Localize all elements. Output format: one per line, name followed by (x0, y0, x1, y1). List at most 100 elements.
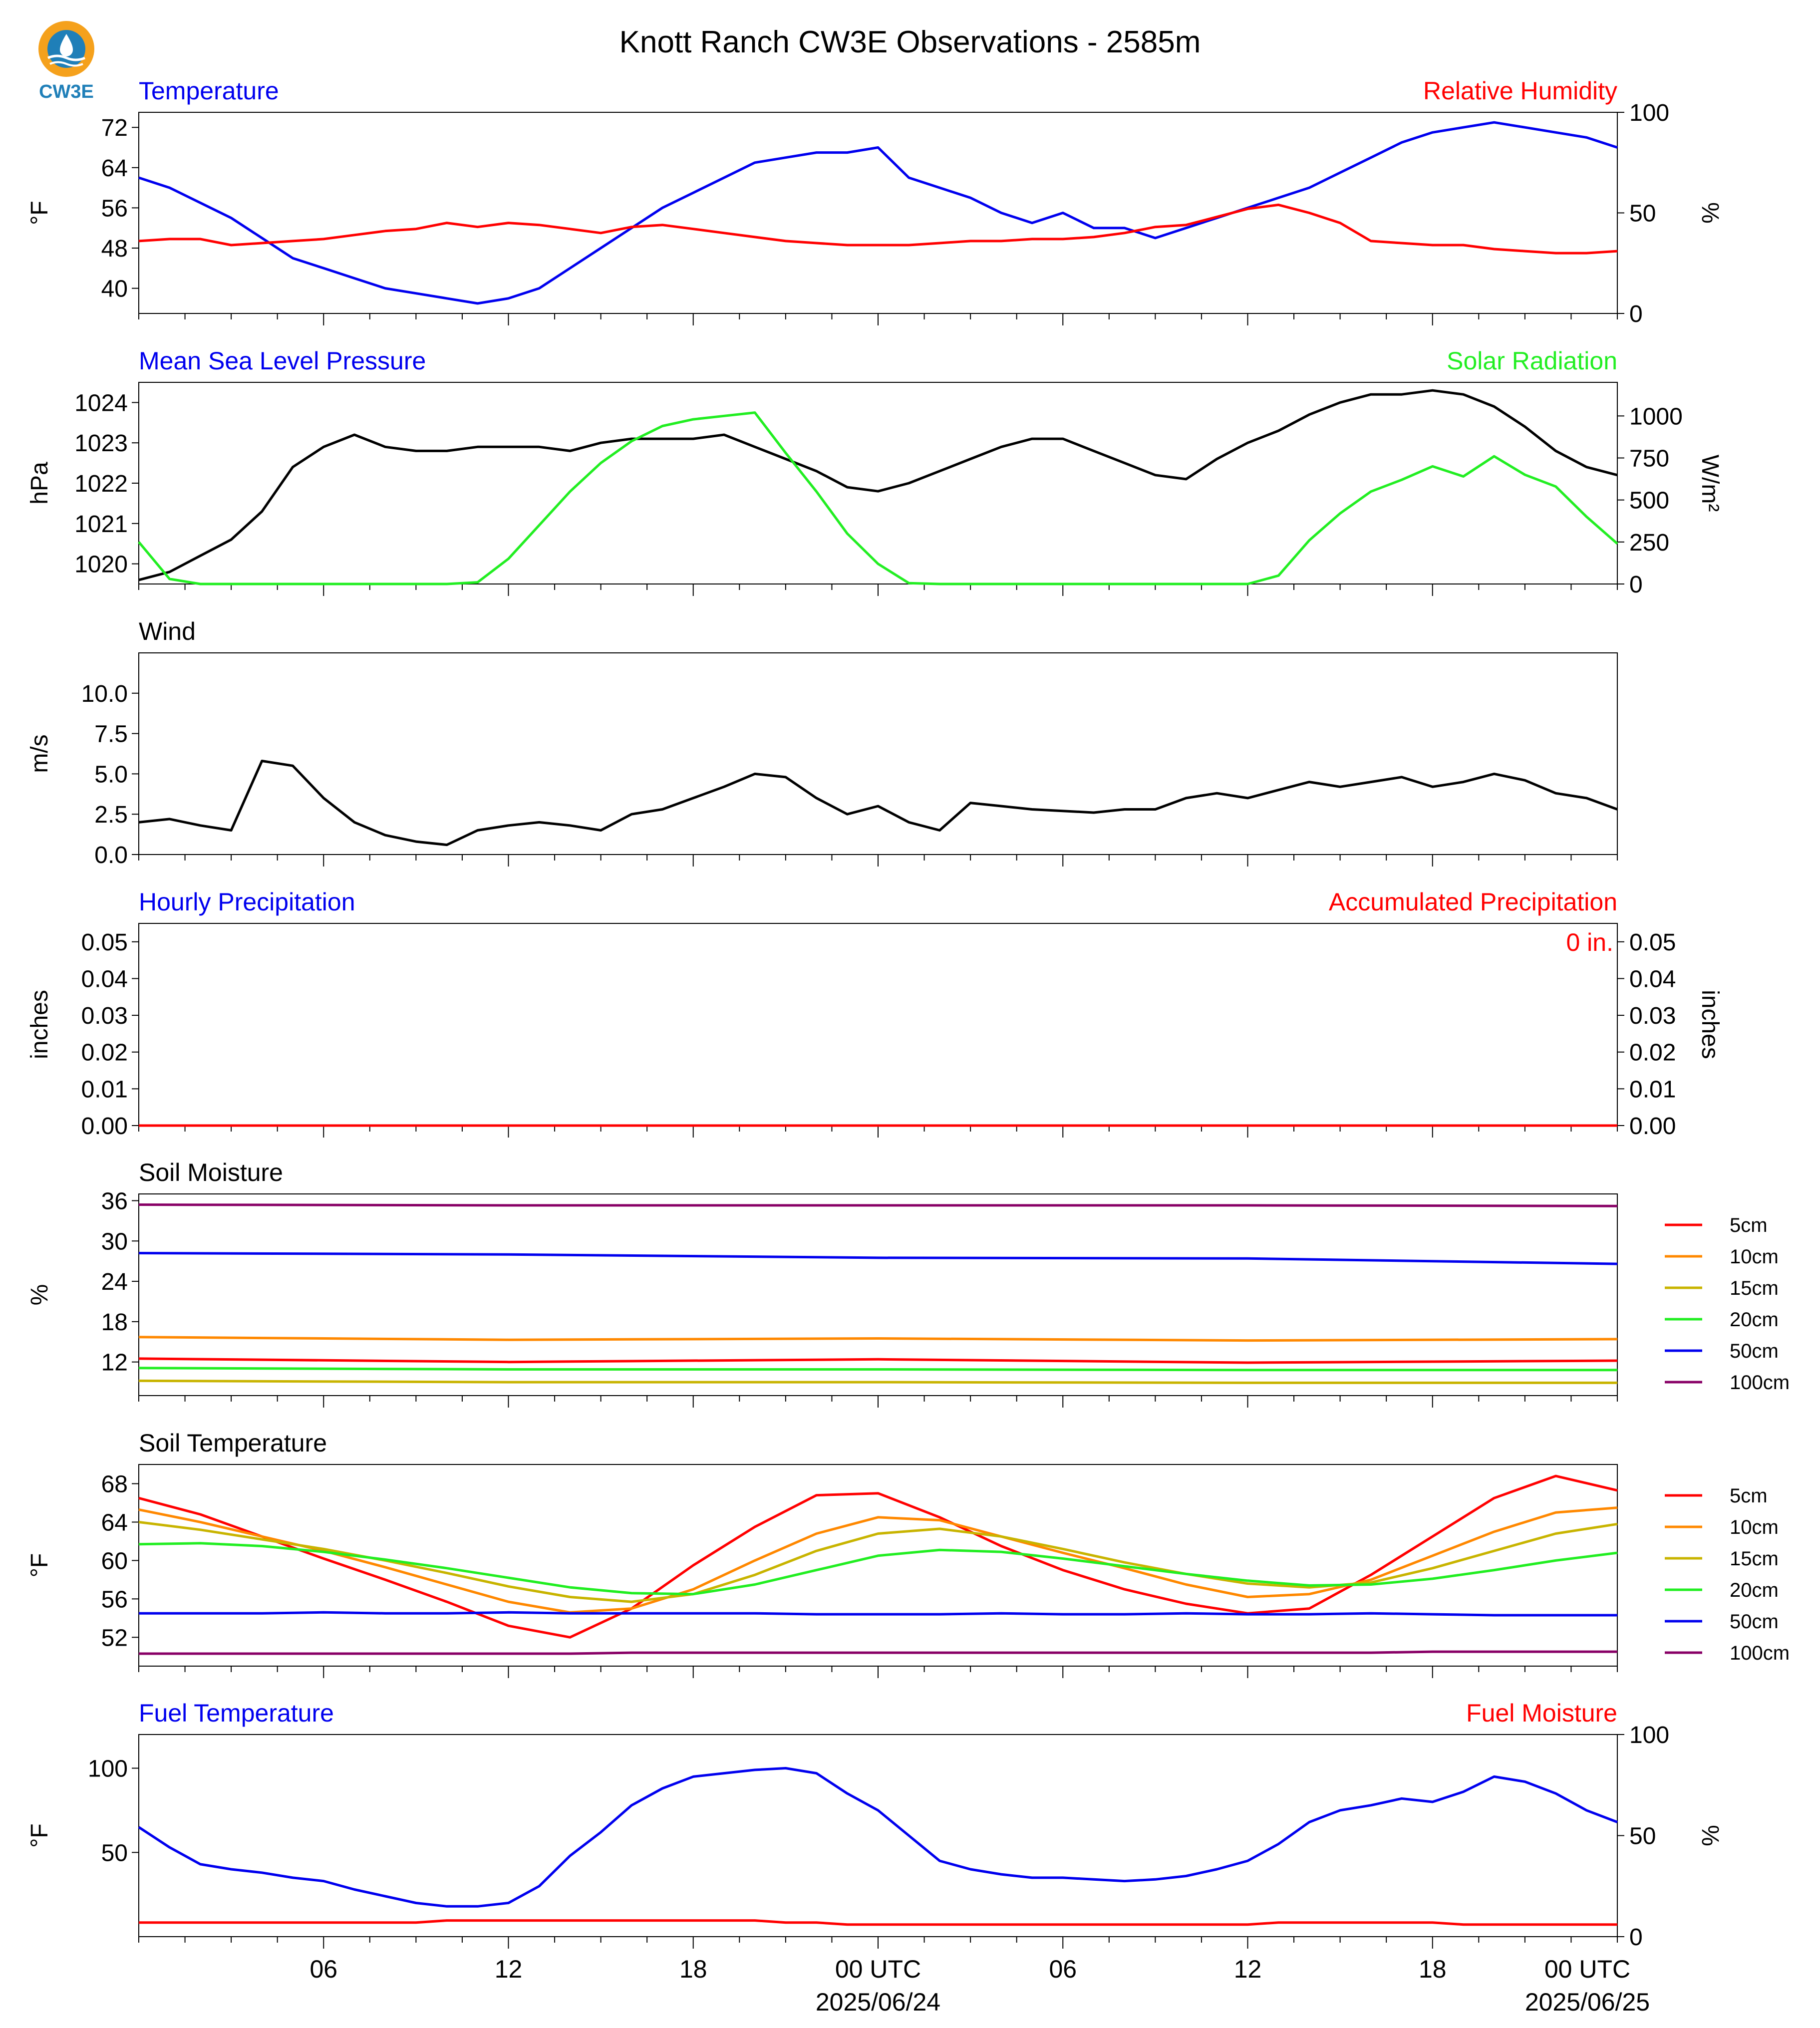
series-line-mean-sea-level-pressure (138, 389, 1618, 581)
series-line-20cm (138, 1367, 1617, 1372)
series-line-temperature (138, 121, 1618, 305)
chart-title: Knott Ranch CW3E Observations - 2585m (619, 25, 1201, 59)
y-tick-label-right: 0.03 (1629, 1003, 1676, 1029)
y-tick-label-right: 50 (1629, 201, 1656, 227)
y-tick-label-left: 40 (101, 276, 128, 302)
y-tick-label-left: 12 (101, 1350, 128, 1376)
right-panel-title: Fuel Moisture (1466, 1699, 1617, 1727)
y-axis-label-left: inches (26, 990, 53, 1059)
y-axis-label-left: °F (26, 1823, 53, 1848)
panel-frame (138, 1193, 1618, 1396)
left-panel-title: Soil Moisture (139, 1159, 283, 1186)
legend-label: 15cm (1730, 1277, 1779, 1299)
y-axis-label-left: °F (26, 201, 53, 225)
y-tick-label-left: 1020 (74, 552, 128, 578)
cw3e-logo-mark: CW3E (38, 21, 94, 102)
y-tick-label-left: 30 (101, 1228, 128, 1255)
y-tick-label-left: 0.04 (81, 966, 128, 992)
legend-label: 20cm (1730, 1309, 1779, 1331)
right-panel-title: Accumulated Precipitation (1329, 888, 1617, 916)
y-tick-label-left: 68 (101, 1471, 128, 1497)
y-tick-label-left: 48 (101, 236, 128, 262)
y-tick-label-right: 0 (1629, 572, 1643, 598)
y-tick-label-left: 0.05 (81, 929, 128, 956)
left-panel-title: Temperature (139, 77, 279, 105)
series-line-15cm (138, 1379, 1617, 1384)
y-tick-label-left: 50 (101, 1840, 128, 1866)
x-tick-label: 18 (679, 1955, 707, 1983)
y-tick-label-right: 0 (1629, 1924, 1643, 1951)
y-tick-label-left: 1021 (74, 511, 128, 538)
y-tick-label-left: 0.0 (94, 842, 128, 869)
x-tick-label: 06 (309, 1955, 337, 1983)
y-axis-label-left: °F (26, 1553, 53, 1578)
panel-frame (138, 1734, 1618, 1937)
y-tick-label-left: 52 (101, 1625, 128, 1651)
left-panel-title: Fuel Temperature (139, 1699, 334, 1727)
y-axis-label-right: % (1697, 202, 1723, 224)
y-tick-label-left: 0.01 (81, 1076, 128, 1103)
cw3e-logo: CW3E (29, 18, 104, 103)
y-tick-label-left: 36 (101, 1188, 128, 1214)
legend-label: 10cm (1730, 1516, 1779, 1538)
panel-frame (138, 923, 1618, 1126)
y-tick-label-right: 0.01 (1629, 1076, 1676, 1103)
legend-label: 50cm (1730, 1340, 1779, 1362)
y-tick-label-left: 0.00 (81, 1113, 128, 1140)
y-tick-label-right: 50 (1629, 1823, 1656, 1850)
logo-text: CW3E (39, 81, 94, 102)
series-line-10cm (138, 1336, 1618, 1342)
y-tick-label-right: 1000 (1629, 403, 1683, 430)
series-line-relative-humidity (138, 203, 1618, 255)
y-tick-label-left: 1024 (74, 390, 128, 416)
y-tick-label-left: 18 (101, 1309, 128, 1336)
legend-label: 15cm (1730, 1548, 1779, 1570)
y-tick-label-left: 10.0 (81, 681, 128, 707)
left-panel-title: Wind (139, 617, 196, 645)
panel-frame (138, 1464, 1618, 1667)
series-line-100cm (139, 1650, 1617, 1655)
legend-label: 100cm (1730, 1642, 1790, 1664)
legend-label: 5cm (1730, 1214, 1768, 1236)
y-tick-label-right: 500 (1629, 488, 1669, 514)
left-panel-title: Soil Temperature (139, 1429, 327, 1457)
legend-label: 10cm (1730, 1246, 1779, 1268)
y-tick-label-left: 64 (101, 155, 128, 182)
series-line-5cm (138, 1357, 1618, 1364)
series-line-5cm (138, 1474, 1618, 1639)
y-tick-label-right: 0.04 (1629, 966, 1676, 992)
x-tick-label: 06 (1049, 1955, 1077, 1983)
legend-label: 100cm (1730, 1372, 1790, 1394)
y-tick-label-left: 72 (101, 115, 128, 141)
y-axis-label-left: m/s (26, 734, 53, 773)
right-panel-title: Solar Radiation (1447, 347, 1617, 375)
y-tick-label-left: 56 (101, 195, 128, 222)
x-tick-label: 00 UTC (835, 1955, 921, 1983)
y-axis-label-right: W/m² (1697, 455, 1723, 512)
y-axis-label-left: % (26, 1284, 53, 1306)
y-tick-label-right: 0.02 (1629, 1040, 1676, 1066)
y-tick-label-left: 7.5 (94, 721, 128, 748)
series-line-100cm (138, 1203, 1618, 1207)
y-tick-label-left: 100 (88, 1756, 128, 1782)
series-line-fuel-moisture (139, 1919, 1617, 1926)
y-tick-label-left: 0.02 (81, 1040, 128, 1066)
y-tick-label-left: 0.03 (81, 1003, 128, 1029)
y-tick-label-left: 64 (101, 1509, 128, 1536)
y-tick-label-right: 100 (1629, 100, 1669, 126)
legend-label: 50cm (1730, 1611, 1779, 1633)
series-line-solar-radiation (138, 411, 1618, 585)
panel-frame (138, 112, 1618, 314)
y-tick-label-right: 100 (1629, 1722, 1669, 1748)
x-tick-label: 00 UTC (1544, 1955, 1630, 1983)
y-tick-label-right: 750 (1629, 446, 1669, 472)
x-tick-label: 12 (1234, 1955, 1262, 1983)
y-axis-label-right: inches (1697, 990, 1723, 1059)
left-panel-title: Hourly Precipitation (139, 888, 355, 916)
series-line-wind (138, 760, 1618, 847)
y-tick-label-left: 5.0 (94, 761, 128, 788)
right-panel-title: Relative Humidity (1423, 77, 1617, 105)
y-tick-label-left: 56 (101, 1586, 128, 1613)
y-tick-label-left: 1022 (74, 471, 128, 497)
